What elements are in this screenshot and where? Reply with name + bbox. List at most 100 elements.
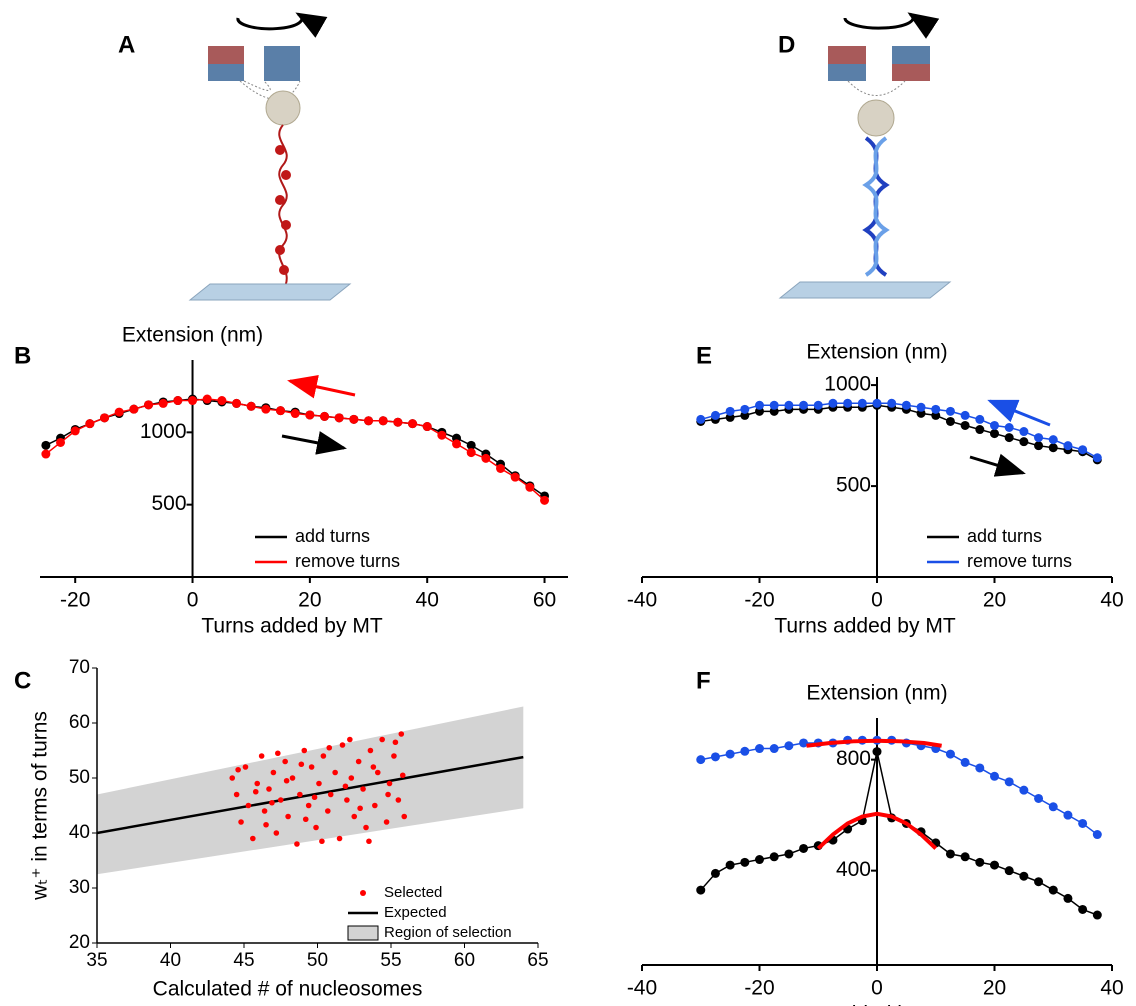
y-axis-title: Extension (nm)	[806, 682, 947, 705]
point	[41, 440, 51, 450]
point	[372, 802, 378, 809]
point	[857, 398, 867, 408]
point	[316, 780, 322, 787]
point	[408, 419, 418, 429]
point	[799, 843, 809, 853]
point	[960, 420, 970, 430]
point	[1034, 793, 1044, 803]
point	[975, 857, 985, 867]
point	[232, 398, 242, 408]
x-tick-label: 20	[983, 589, 1006, 612]
y-tick-label: 40	[69, 822, 90, 843]
point	[313, 824, 319, 831]
point	[242, 764, 249, 770]
point	[799, 400, 809, 410]
point	[710, 868, 720, 878]
arrow	[987, 399, 1051, 427]
point	[960, 757, 970, 767]
y-axis-title: Extension (nm)	[122, 324, 263, 347]
x-tick-label: 60	[533, 589, 556, 612]
point	[784, 741, 794, 751]
x-tick-label: -20	[744, 977, 774, 1000]
point	[298, 761, 305, 768]
point	[395, 797, 402, 803]
point	[1034, 433, 1044, 443]
legend-label: add turns	[967, 526, 1042, 546]
point	[289, 775, 296, 781]
point	[391, 753, 397, 759]
y-tick-label: 1000	[824, 373, 871, 396]
point	[1019, 427, 1029, 437]
point	[799, 738, 809, 748]
point	[320, 753, 327, 759]
y-tick-label: 50	[69, 767, 90, 788]
illustration-d	[778, 12, 952, 299]
point	[784, 849, 794, 859]
point	[990, 860, 999, 870]
point	[283, 777, 290, 784]
point	[1019, 785, 1029, 795]
x-tick-label: 65	[527, 950, 548, 971]
point	[277, 797, 284, 803]
point	[357, 805, 363, 812]
point	[813, 400, 823, 410]
point	[725, 749, 735, 759]
point	[696, 414, 706, 424]
point	[319, 838, 325, 845]
point	[916, 402, 926, 412]
point	[1004, 866, 1014, 876]
point	[336, 835, 343, 842]
point	[276, 406, 286, 416]
point	[334, 413, 344, 423]
point	[1048, 802, 1058, 812]
point	[282, 758, 288, 765]
fit-line	[816, 811, 938, 850]
x-tick-label: 0	[871, 589, 883, 612]
point	[366, 838, 372, 845]
point	[1004, 777, 1014, 787]
x-tick-label: 35	[86, 950, 107, 971]
panel-label: C	[14, 667, 31, 694]
y-tick-label: 400	[836, 858, 871, 881]
point	[290, 409, 300, 419]
y-axis-title: wₜ⁺ in terms of turns	[29, 711, 52, 901]
point	[379, 736, 385, 743]
selection-region	[97, 706, 524, 875]
legend-label: add turns	[295, 526, 370, 546]
series-line	[700, 751, 1098, 916]
point	[261, 808, 268, 814]
point	[364, 416, 374, 426]
x-tick-label: 0	[187, 589, 199, 612]
point	[173, 396, 183, 406]
y-tick-label: 500	[836, 474, 871, 497]
point	[233, 791, 240, 798]
point	[1092, 453, 1102, 463]
point	[305, 410, 315, 420]
point	[386, 780, 393, 787]
point	[1034, 877, 1044, 887]
point	[70, 426, 80, 436]
point	[755, 744, 764, 754]
point	[297, 791, 303, 798]
point	[901, 400, 911, 410]
point	[332, 769, 338, 776]
point	[945, 749, 955, 759]
point	[294, 841, 300, 847]
x-tick-label: 40	[1100, 977, 1123, 1000]
point	[399, 772, 406, 779]
arrow	[281, 431, 347, 455]
panel-label: F	[696, 667, 711, 694]
point	[740, 857, 750, 867]
point	[246, 401, 256, 411]
point	[1048, 885, 1058, 895]
point	[481, 453, 491, 463]
point	[245, 802, 252, 809]
point	[238, 819, 244, 825]
point	[725, 406, 735, 416]
point	[85, 419, 95, 429]
x-axis-title: Turns added by MT	[201, 615, 382, 638]
point	[254, 780, 261, 787]
point	[496, 464, 506, 473]
point	[383, 819, 390, 825]
point	[1092, 910, 1102, 920]
